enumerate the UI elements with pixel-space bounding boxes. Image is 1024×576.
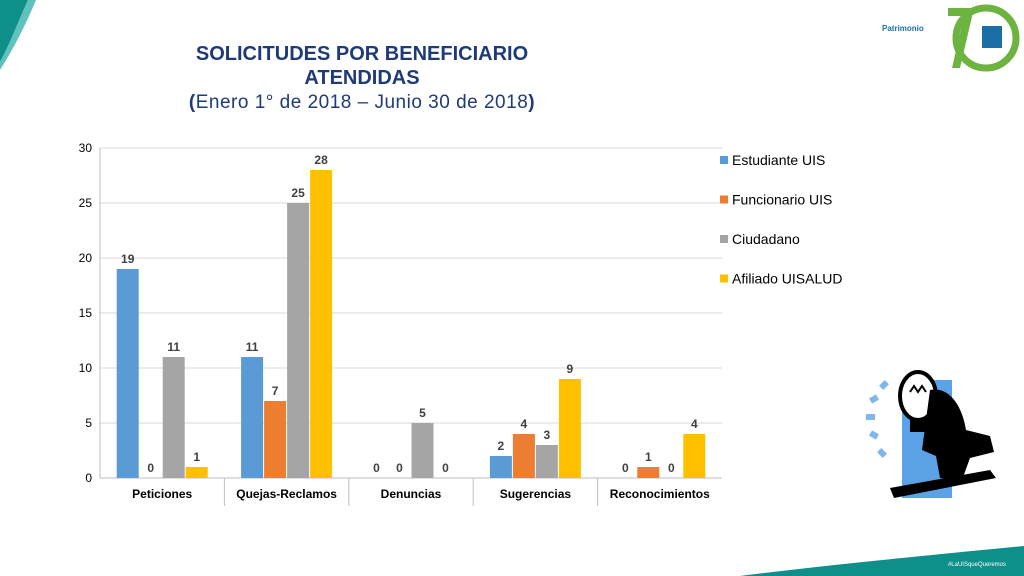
data-label: 0 bbox=[373, 461, 380, 475]
y-tick-label: 15 bbox=[79, 306, 93, 320]
logo-text: Patrimonio bbox=[882, 24, 924, 33]
y-tick-label: 25 bbox=[79, 196, 93, 210]
data-label: 11 bbox=[246, 340, 259, 354]
data-label: 4 bbox=[521, 417, 528, 431]
uis-70-logo: Patrimonio bbox=[878, 2, 1024, 74]
legend-label: Ciudadano bbox=[732, 231, 800, 247]
chart-title: SOLICITUDES POR BENEFICIARIO ATENDIDAS (… bbox=[132, 42, 592, 116]
title-date-range: (Enero 1° de 2018 – Junio 30 de 2018) bbox=[188, 92, 536, 113]
x-tick-label: Quejas-Reclamos bbox=[236, 487, 337, 501]
bottom-band bbox=[740, 546, 1024, 576]
decorative-swoosh bbox=[0, 0, 36, 70]
data-label: 1 bbox=[193, 450, 200, 464]
data-label: 25 bbox=[291, 186, 305, 200]
y-tick-label: 0 bbox=[85, 471, 92, 485]
data-label: 0 bbox=[396, 461, 403, 475]
data-label: 0 bbox=[147, 461, 154, 475]
data-label: 19 bbox=[121, 252, 135, 266]
data-label: 4 bbox=[691, 417, 698, 431]
x-tick-label: Reconocimientos bbox=[610, 487, 710, 501]
data-label: 0 bbox=[622, 461, 629, 475]
bar-afiliado-uisalud bbox=[683, 434, 706, 478]
data-label: 2 bbox=[498, 439, 505, 453]
data-label: 1 bbox=[645, 450, 652, 464]
y-tick-label: 30 bbox=[79, 141, 93, 155]
legend-swatch bbox=[720, 235, 728, 243]
data-label: 0 bbox=[668, 461, 675, 475]
bar-afiliado-uisalud bbox=[310, 170, 333, 478]
data-label: 0 bbox=[442, 461, 449, 475]
legend-label: Afiliado UISALUD bbox=[732, 271, 843, 287]
x-tick-label: Denuncias bbox=[381, 487, 442, 501]
data-label: 9 bbox=[567, 362, 574, 376]
legend-swatch bbox=[720, 274, 728, 283]
title-line-2: ATENDIDAS bbox=[304, 67, 420, 89]
data-label: 3 bbox=[544, 428, 551, 442]
bar-funcionario-uis bbox=[512, 434, 535, 478]
data-label: 5 bbox=[419, 406, 426, 420]
bar-ciudadano bbox=[287, 203, 310, 478]
bar-estudiante-uis bbox=[489, 456, 512, 478]
bar-afiliado-uisalud bbox=[185, 467, 208, 478]
y-tick-label: 20 bbox=[79, 251, 93, 265]
x-tick-label: Sugerencias bbox=[500, 487, 572, 501]
data-label: 28 bbox=[314, 153, 328, 167]
legend-swatch bbox=[720, 156, 728, 164]
data-label: 11 bbox=[167, 340, 180, 354]
bar-estudiante-uis bbox=[241, 357, 264, 478]
hashtag-text: #LaUISqueQueremos bbox=[947, 562, 1006, 568]
bar-ciudadano bbox=[411, 423, 434, 478]
title-line-1: SOLICITUDES POR BENEFICIARIO bbox=[195, 43, 529, 65]
bar-estudiante-uis bbox=[116, 269, 139, 478]
legend-swatch bbox=[720, 195, 728, 204]
bar-afiliado-uisalud bbox=[558, 379, 581, 478]
data-label: 7 bbox=[272, 384, 279, 398]
lightbulb-person-icon bbox=[866, 370, 996, 498]
y-tick-label: 10 bbox=[79, 361, 93, 375]
legend-label: Estudiante UIS bbox=[732, 152, 825, 168]
legend-label: Funcionario UIS bbox=[732, 192, 832, 208]
y-tick-label: 5 bbox=[85, 416, 92, 430]
bar-ciudadano bbox=[162, 357, 185, 478]
bar-funcionario-uis bbox=[637, 467, 660, 478]
bar-funcionario-uis bbox=[264, 401, 287, 478]
bar-ciudadano bbox=[535, 445, 558, 478]
x-tick-label: Peticiones bbox=[132, 487, 192, 501]
